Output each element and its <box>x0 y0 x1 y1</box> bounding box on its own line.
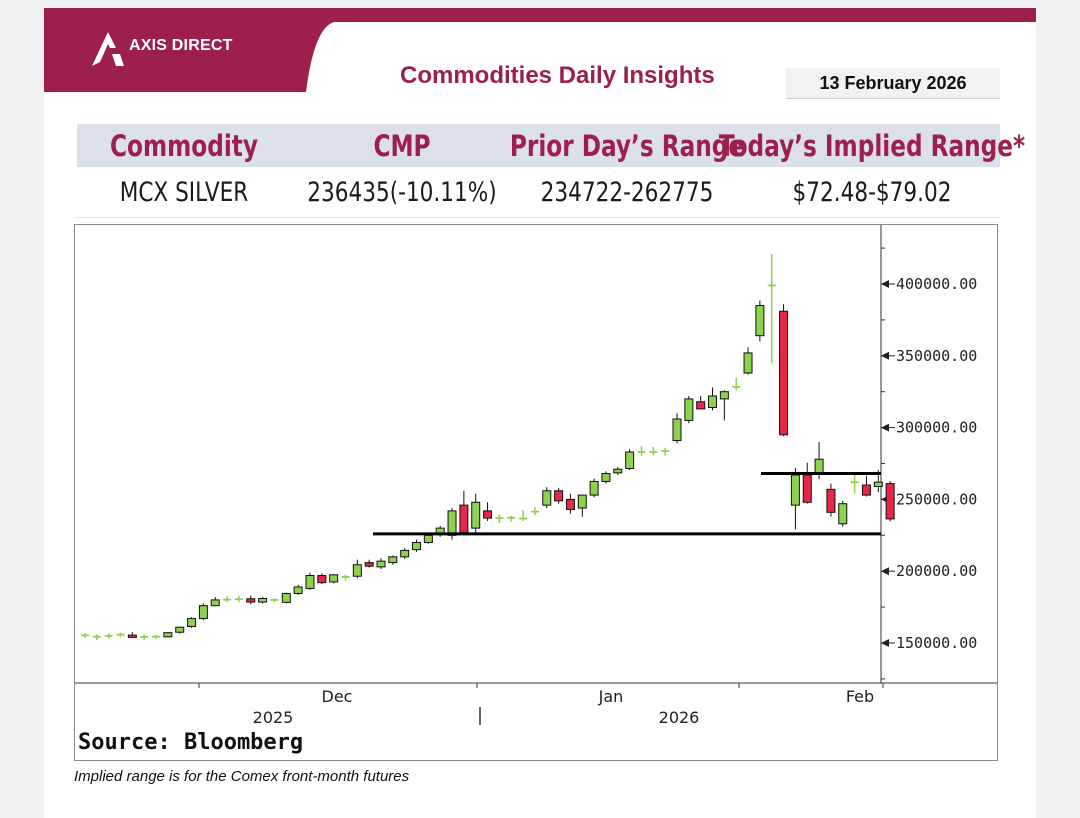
x-month-label: Feb <box>846 687 874 706</box>
header-cmp: CMP <box>373 128 431 163</box>
brand-name: AXIS DIRECT <box>129 37 233 54</box>
candle-up <box>210 599 220 607</box>
candle-down <box>885 483 895 520</box>
candle-up <box>719 391 729 400</box>
table-header-row: Commodity CMP Prior Day’s Range Today’s … <box>77 124 1026 167</box>
y-tick-label: 400000.00 <box>896 275 977 293</box>
candle-down <box>364 562 374 567</box>
candle-up <box>376 560 386 568</box>
cell-commodity: MCX SILVER <box>119 176 249 208</box>
price-chart: 150000.00 200000.00 250000.00 300000.00 3500… <box>74 224 998 761</box>
candle-down <box>802 474 812 503</box>
candle-down <box>779 310 789 436</box>
summary-table: Commodity CMP Prior Day’s Range Today’s … <box>77 124 1026 218</box>
x-year-label: 2025 <box>253 708 294 727</box>
candle-down <box>459 504 469 533</box>
candle-up <box>163 632 173 638</box>
report-title: Commodities Daily Insights <box>400 62 715 89</box>
candle-down <box>861 484 871 496</box>
source-label: Source: Bloomberg <box>78 730 304 755</box>
y-tick-mark <box>881 423 889 432</box>
y-tick-label: 250000.00 <box>896 490 977 508</box>
axis-a-logo-icon <box>92 32 124 66</box>
y-tick-mark <box>881 280 889 288</box>
candle-up <box>305 575 315 589</box>
y-tick-mark <box>881 567 889 576</box>
candle-down <box>565 498 575 510</box>
x-year-label: 2026 <box>659 708 700 727</box>
candle-up <box>423 534 433 543</box>
candle-up <box>329 574 339 583</box>
y-tick-mark <box>881 351 889 360</box>
footnote: Implied range is for the Comex front-mon… <box>74 768 410 785</box>
candle-up <box>625 451 635 470</box>
y-tick-label: 200000.00 <box>896 562 977 580</box>
x-month-label: Jan <box>598 687 624 706</box>
candle-down <box>317 575 327 584</box>
candle-down <box>246 598 256 603</box>
candle-up <box>258 597 268 603</box>
candle-up <box>388 556 398 564</box>
candle-up <box>293 586 303 594</box>
x-month-label: Dec <box>322 687 353 706</box>
cell-prior-range: 234722-262775 <box>540 176 714 208</box>
candle-up <box>352 564 362 577</box>
candle-up <box>613 468 623 474</box>
candle-down <box>127 634 137 638</box>
candle-up <box>672 418 682 442</box>
y-tick-mark <box>881 639 889 647</box>
header-prior-range: Prior Day’s Range <box>509 128 745 163</box>
candle-up <box>743 352 753 374</box>
cell-implied-range: $72.48-$79.02 <box>792 176 952 208</box>
candle-up <box>873 481 883 487</box>
header-swoosh <box>44 8 374 92</box>
candle-down <box>483 510 493 519</box>
candle-up <box>589 480 599 496</box>
candle-up <box>281 592 291 603</box>
report-date: 13 February 2026 <box>786 68 1000 99</box>
candle-up <box>755 305 765 337</box>
header-commodity: Commodity <box>109 128 259 163</box>
candle-up <box>814 458 824 475</box>
candle-up <box>601 473 611 482</box>
candle-up <box>790 474 800 506</box>
cell-cmp: 236435(-10.11%) <box>307 176 497 208</box>
y-tick-label: 150000.00 <box>896 634 977 652</box>
candle-down <box>696 401 706 410</box>
candle-up <box>400 549 410 558</box>
y-tick-label: 300000.00 <box>896 419 977 437</box>
candle-down <box>826 488 836 513</box>
candle-up <box>684 398 694 421</box>
candle-up <box>447 510 457 536</box>
candle-up <box>838 503 848 525</box>
candle-down <box>554 490 564 502</box>
candle-up <box>175 626 185 633</box>
candlestick-chart: 150000.00 200000.00 250000.00 300000.00 3500… <box>75 225 997 727</box>
candle-up <box>542 490 552 506</box>
table-row: MCX SILVER 236435(-10.11%) 234722-262775… <box>77 167 1000 218</box>
candle-up <box>412 541 422 551</box>
candle-up <box>198 605 208 620</box>
candle-up <box>708 395 718 408</box>
candle-up <box>471 501 481 529</box>
y-tick-label: 350000.00 <box>896 347 977 365</box>
candle-up <box>187 618 197 627</box>
candle-up <box>577 494 587 509</box>
report-page: AXIS DIRECT Commodities Daily Insights 1… <box>44 8 1036 818</box>
header-implied-range: Today’s Implied Range* <box>718 128 1026 163</box>
